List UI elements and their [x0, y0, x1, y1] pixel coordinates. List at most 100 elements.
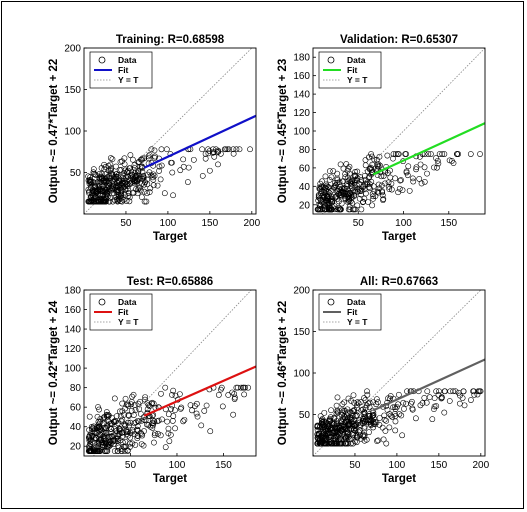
x-axis-label: Target: [153, 231, 187, 243]
y-tick-label: 100: [293, 127, 310, 138]
data-point: [134, 177, 141, 184]
data-point: [201, 407, 208, 414]
data-point: [109, 156, 116, 163]
data-point: [86, 180, 93, 187]
data-point: [135, 168, 142, 175]
data-point: [450, 388, 457, 395]
data-point: [399, 432, 406, 439]
data-point: [214, 149, 221, 156]
x-tick-label: 150: [215, 460, 232, 471]
data-point: [142, 417, 149, 424]
data-point: [381, 412, 388, 419]
data-point: [165, 411, 172, 418]
data-point: [368, 422, 374, 429]
data-point: [231, 391, 238, 397]
data-point: [144, 421, 150, 428]
data-point: [348, 440, 354, 447]
data-point: [325, 440, 332, 447]
data-point: [379, 192, 386, 199]
data-point: [319, 431, 326, 438]
data-point: [353, 402, 360, 409]
data-point: [360, 198, 367, 205]
data-point: [96, 192, 103, 199]
data-point: [142, 394, 149, 401]
data-point: [329, 429, 336, 436]
data-point: [156, 168, 162, 174]
data-point: [151, 172, 158, 179]
data-point: [375, 181, 382, 188]
data-point: [103, 409, 110, 415]
data-point: [190, 156, 197, 163]
data-point: [111, 448, 118, 455]
data-point: [93, 430, 100, 437]
data-point: [169, 169, 176, 176]
data-point: [317, 413, 324, 420]
data-point: [193, 410, 200, 417]
data-point: [425, 151, 432, 157]
data-point: [333, 402, 340, 409]
data-point: [412, 415, 419, 422]
data-point: [234, 384, 241, 391]
data-point: [349, 200, 356, 206]
subplot-1: 50 100 150 200 50 100 150 200 Training: R=0.6859…: [48, 34, 261, 243]
data-point: [348, 181, 354, 187]
data-point: [326, 190, 333, 197]
data-point: [102, 430, 109, 437]
data-point: [321, 409, 328, 416]
data-point: [390, 404, 396, 411]
y-tick-label: 140: [293, 90, 310, 101]
data-point: [319, 418, 326, 425]
x-tick-label: 50: [353, 218, 365, 229]
data-point: [468, 397, 474, 403]
x-tick-label: 50: [120, 218, 132, 229]
data-point: [376, 421, 383, 428]
data-point: [127, 434, 134, 441]
data-point: [322, 425, 328, 432]
data-point: [140, 442, 147, 449]
data-point: [361, 437, 368, 444]
data-point: [471, 391, 478, 398]
data-point: [232, 394, 238, 401]
data-point: [85, 186, 92, 193]
data-point: [99, 175, 106, 181]
data-point: [363, 402, 370, 409]
data-point: [325, 206, 332, 213]
data-point: [426, 394, 433, 401]
data-point: [172, 407, 178, 414]
data-point: [86, 448, 93, 455]
data-point: [94, 179, 101, 186]
data-point: [230, 146, 237, 153]
data-point: [89, 190, 96, 196]
data-point: [165, 430, 172, 437]
data-point: [477, 151, 483, 157]
data-point: [361, 423, 368, 430]
data-point: [373, 401, 380, 408]
y-axis-label: Output ~= 0.47*Target + 22: [48, 59, 60, 204]
data-point: [180, 163, 187, 170]
data-point: [87, 444, 93, 450]
data-point: [97, 426, 104, 433]
data-point: [364, 168, 371, 175]
data-point: [438, 394, 445, 400]
legend-label-fit: Fit: [118, 307, 129, 317]
data-point: [467, 151, 474, 157]
data-point: [138, 194, 145, 201]
data-point: [357, 188, 363, 194]
y-tick-label: 50: [299, 410, 311, 421]
data-point: [360, 416, 366, 422]
data-point: [333, 440, 340, 447]
data-point: [105, 162, 112, 169]
data-point: [431, 406, 437, 412]
data-point: [347, 409, 354, 416]
data-point: [446, 157, 453, 164]
data-point: [238, 384, 245, 391]
data-point: [329, 440, 336, 447]
data-point: [374, 188, 381, 195]
data-point: [91, 198, 98, 205]
data-point: [342, 171, 349, 178]
data-point: [442, 388, 448, 395]
data-point: [121, 155, 128, 162]
y-tick-label: 50: [70, 168, 82, 179]
data-point: [322, 436, 328, 442]
data-point: [324, 196, 331, 202]
